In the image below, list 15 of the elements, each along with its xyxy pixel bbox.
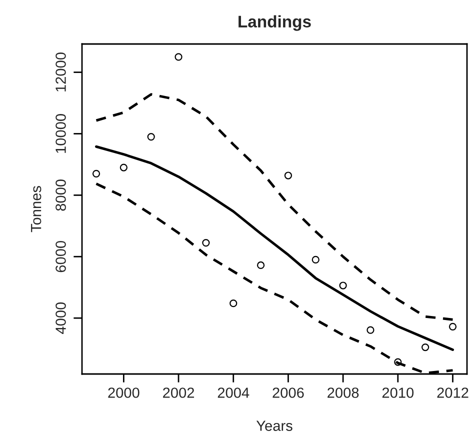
x-tick-label: 2008 [328, 388, 359, 398]
y-tick-label: 10000 [56, 114, 66, 153]
chart-title: Landings [238, 15, 311, 31]
x-tick-label: 2012 [437, 388, 468, 398]
y-tick-label: 6000 [56, 240, 66, 272]
x-axis-title: Years [256, 420, 292, 431]
x-tick-label: 2000 [108, 388, 140, 398]
x-tick-label: 2004 [218, 388, 250, 398]
y-tick-label: 12000 [56, 52, 66, 92]
y-axis-title: Tonnes [31, 186, 42, 232]
x-tick-label: 2006 [272, 388, 304, 398]
y-tick-label: 8000 [56, 180, 66, 211]
x-tick-label: 2010 [382, 388, 414, 398]
x-tick-label: 2002 [163, 388, 194, 398]
y-tick-label: 4000 [56, 302, 66, 334]
